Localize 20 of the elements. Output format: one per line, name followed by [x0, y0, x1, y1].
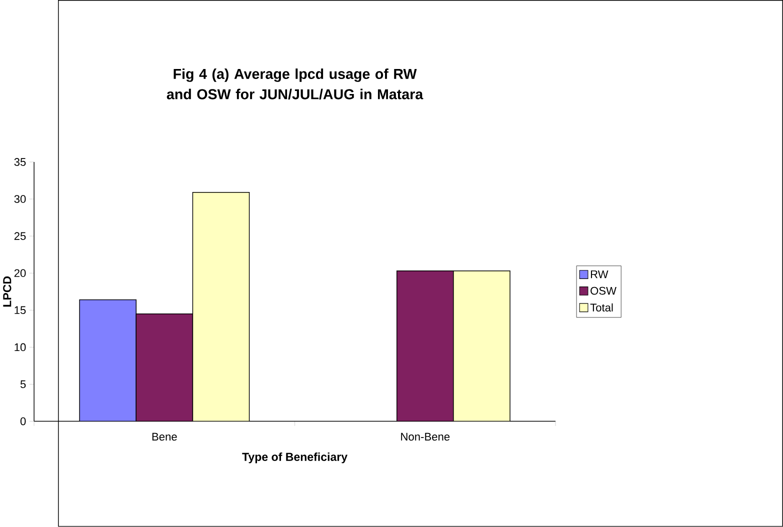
x-tick-label: Non-Bene [401, 433, 450, 441]
bar [192, 192, 250, 422]
y-axis-title: LPCD [3, 276, 12, 307]
bar [396, 270, 454, 422]
legend-label: Total [590, 304, 613, 312]
y-tick-label: 5 [20, 380, 26, 388]
legend-label: OSW [590, 286, 616, 295]
bar [136, 314, 193, 422]
y-tick-label: 15 [14, 306, 26, 314]
x-tick-label: Bene [152, 433, 177, 441]
legend-label: RW [590, 270, 608, 278]
chart-title: Fig 4 (a) Average lpcd usage of RW and OSW for JUN/JUL/AUG in Matara [166, 68, 424, 100]
y-tick-label: 25 [14, 232, 26, 240]
x-axis-title: Type of Beneficiary [242, 452, 348, 464]
bar [453, 270, 510, 422]
y-tick-label: 35 [14, 158, 26, 166]
y-tick-label: 0 [20, 417, 26, 426]
y-tick-label: 30 [14, 195, 26, 204]
y-tick-label: 20 [14, 269, 26, 278]
y-tick-label: 10 [14, 343, 26, 352]
